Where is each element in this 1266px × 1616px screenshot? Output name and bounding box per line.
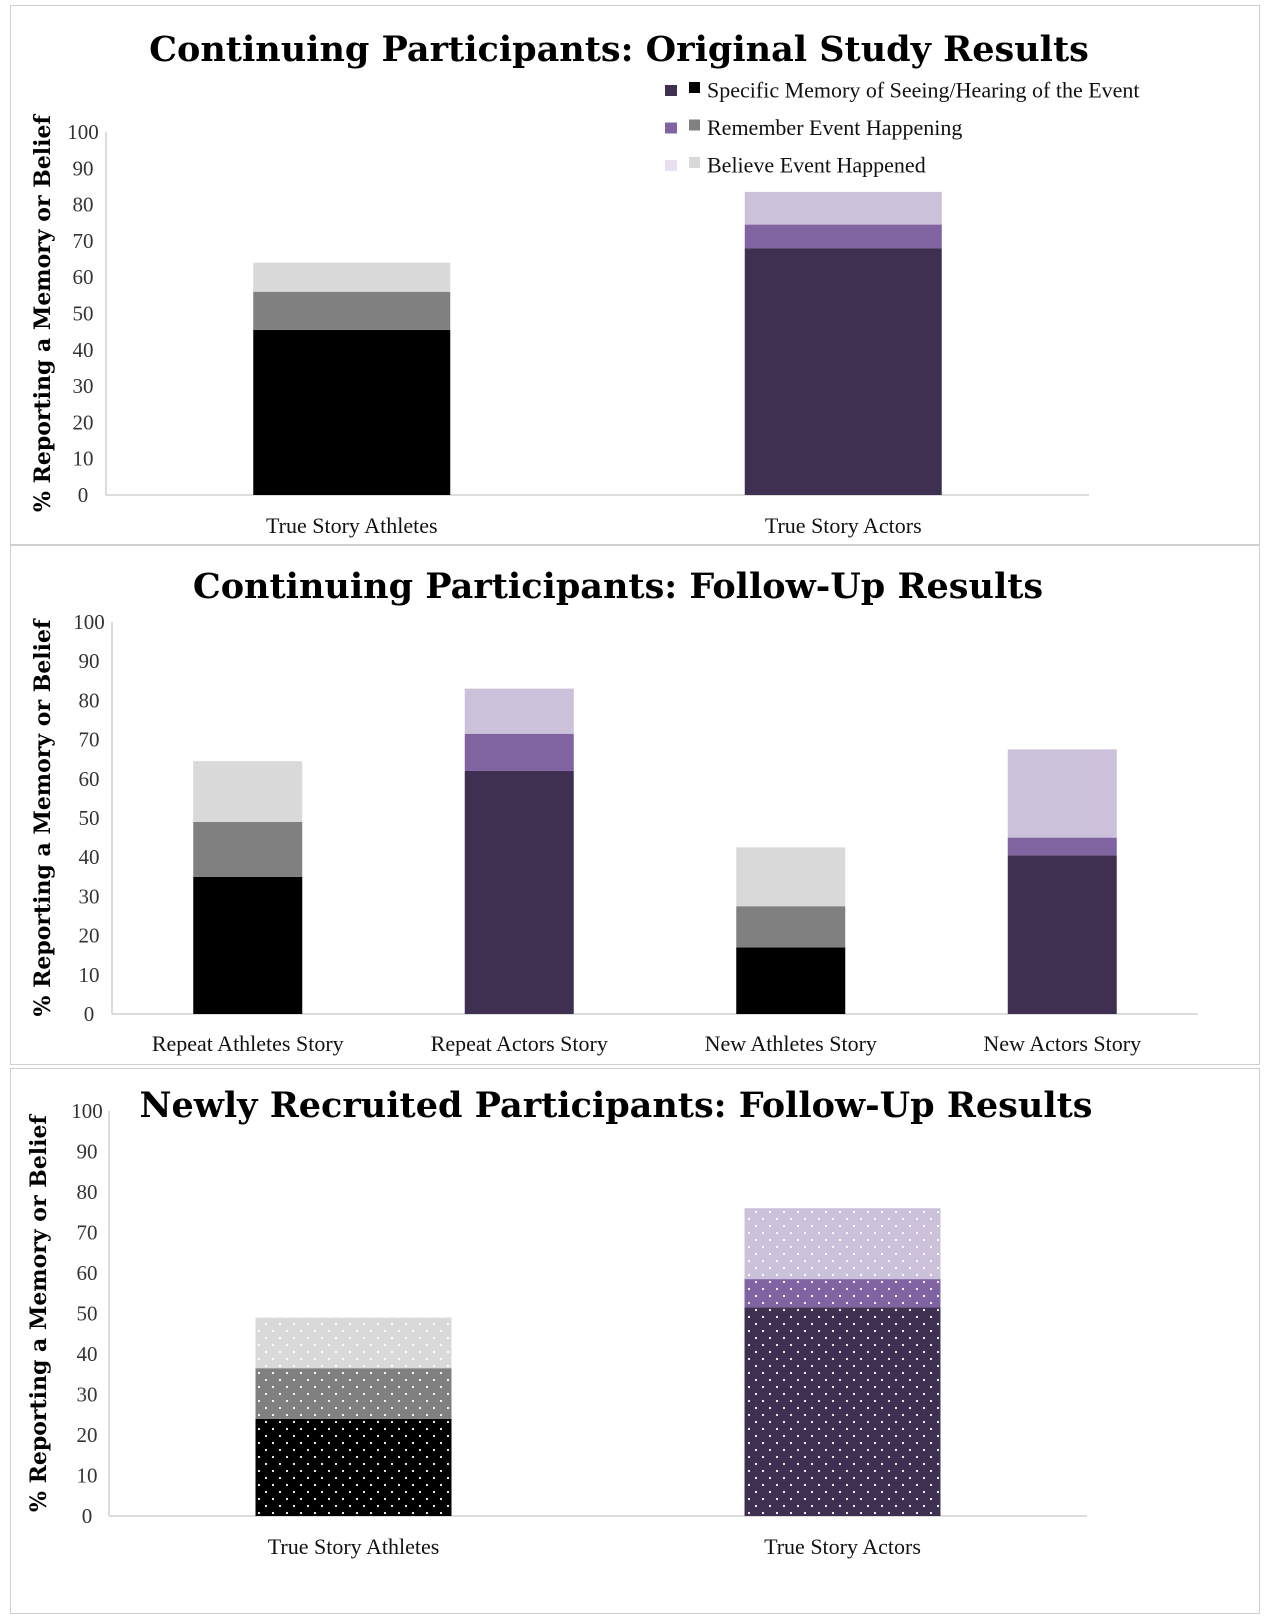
y-tick-label: 80 [73, 193, 94, 217]
y-tick-label: 60 [77, 1261, 98, 1285]
legend-swatch-purple [665, 160, 677, 171]
bar-segment-specific-memory [253, 329, 451, 495]
legend-swatch-purple [665, 122, 677, 134]
bar-segment-specific-memory [736, 947, 846, 1014]
y-tick-label: 0 [78, 483, 89, 507]
y-axis-label: % Reporting a Memory or Belief [26, 1113, 52, 1512]
bar-segment-remember-event [255, 1368, 452, 1419]
y-tick-label: 10 [73, 447, 94, 471]
y-tick-label: 70 [77, 1221, 98, 1245]
y-tick-label: 70 [73, 229, 94, 253]
bar-segment-believe-event [253, 262, 451, 292]
x-category-label: True Story Athletes [268, 1534, 440, 1559]
bar-segment-believe-event [744, 191, 942, 225]
legend-label: Specific Memory of Seeing/Hearing of the… [707, 78, 1140, 103]
bar-segment-remember-event [464, 733, 574, 771]
bar-segment-specific-memory [255, 1418, 452, 1516]
bar-segment-believe-event [744, 1208, 941, 1280]
bar-segment-believe-event [464, 688, 574, 734]
bar-segment-specific-memory [193, 876, 303, 1014]
chart-followup-newly-recruited: Newly Recruited Participants: Follow-Up … [26, 1085, 1093, 1559]
bar-segment-believe-event [193, 761, 303, 822]
bar-segment-specific-memory [464, 770, 574, 1014]
chart-title: Continuing Participants: Follow-Up Resul… [193, 566, 1043, 607]
y-tick-label: 40 [73, 338, 94, 362]
y-tick-label: 10 [77, 1464, 98, 1488]
bar-segment-remember-event [744, 224, 942, 249]
y-tick-label: 0 [82, 1504, 93, 1528]
y-tick-label: 90 [77, 1140, 98, 1164]
bar-segment-believe-event [255, 1317, 452, 1369]
legend-swatch-purple [665, 85, 677, 96]
x-category-label: True Story Athletes [266, 513, 438, 538]
x-category-label: True Story Actors [764, 1534, 921, 1559]
y-tick-label: 30 [77, 1383, 98, 1407]
y-tick-label: 0 [84, 1002, 95, 1026]
y-tick-label: 30 [73, 374, 94, 398]
legend-label: Believe Event Happened [707, 153, 926, 178]
y-tick-label: 20 [77, 1423, 98, 1447]
chart-title: Continuing Participants: Original Study … [149, 29, 1089, 70]
x-category-label: Repeat Actors Story [431, 1031, 608, 1056]
bar-segment-believe-event [736, 847, 846, 907]
y-tick-label: 60 [79, 767, 100, 791]
y-tick-label: 90 [73, 156, 94, 180]
bar-segment-remember-event [1007, 837, 1117, 856]
y-tick-label: 100 [71, 1099, 103, 1123]
bar-segment-specific-memory [744, 1307, 941, 1516]
y-tick-label: 80 [79, 688, 100, 712]
bar-segment-specific-memory [744, 248, 942, 495]
chart-original-study: Continuing Participants: Original Study … [30, 29, 1140, 538]
y-tick-label: 30 [79, 884, 100, 908]
bar-segment-remember-event [736, 906, 846, 948]
y-tick-label: 60 [73, 265, 94, 289]
y-tick-label: 100 [67, 120, 99, 144]
y-tick-label: 20 [73, 410, 94, 434]
legend: Specific Memory of Seeing/Hearing of the… [665, 78, 1140, 178]
legend-swatch-gray [689, 157, 700, 168]
y-tick-label: 70 [79, 728, 100, 752]
x-category-label: New Athletes Story [705, 1031, 877, 1056]
chart-panel-original: Continuing Participants: Original Study … [10, 5, 1260, 545]
bar-segment-remember-event [744, 1279, 941, 1308]
chart-followup-continuing: Continuing Participants: Follow-Up Resul… [30, 566, 1198, 1056]
y-tick-label: 50 [77, 1302, 98, 1326]
chart-panel-followup: Continuing Participants: Follow-Up Resul… [10, 545, 1260, 1065]
y-axis-label: % Reporting a Memory or Belief [30, 618, 56, 1017]
bar-segment-remember-event [193, 821, 303, 877]
y-tick-label: 50 [73, 302, 94, 326]
y-tick-label: 50 [79, 806, 100, 830]
legend-swatch-gray [689, 82, 700, 93]
y-tick-label: 10 [79, 963, 100, 987]
bar-segment-remember-event [253, 291, 451, 330]
x-category-label: Repeat Athletes Story [152, 1031, 344, 1056]
legend-label: Remember Event Happening [707, 115, 962, 140]
chart-title: Newly Recruited Participants: Follow-Up … [139, 1085, 1092, 1126]
y-tick-label: 40 [79, 845, 100, 869]
y-tick-label: 20 [79, 924, 100, 948]
legend-swatch-gray [689, 119, 700, 131]
y-axis-label: % Reporting a Memory or Belief [30, 113, 56, 512]
bar-segment-specific-memory [1007, 855, 1117, 1014]
y-tick-label: 100 [73, 610, 105, 634]
y-tick-label: 40 [77, 1342, 98, 1366]
x-category-label: New Actors Story [983, 1031, 1141, 1056]
y-tick-label: 80 [77, 1180, 98, 1204]
x-category-label: True Story Actors [765, 513, 922, 538]
chart-panel-newly-recruited: Newly Recruited Participants: Follow-Up … [10, 1068, 1260, 1614]
y-tick-label: 90 [79, 649, 100, 673]
bar-segment-believe-event [1007, 749, 1117, 838]
